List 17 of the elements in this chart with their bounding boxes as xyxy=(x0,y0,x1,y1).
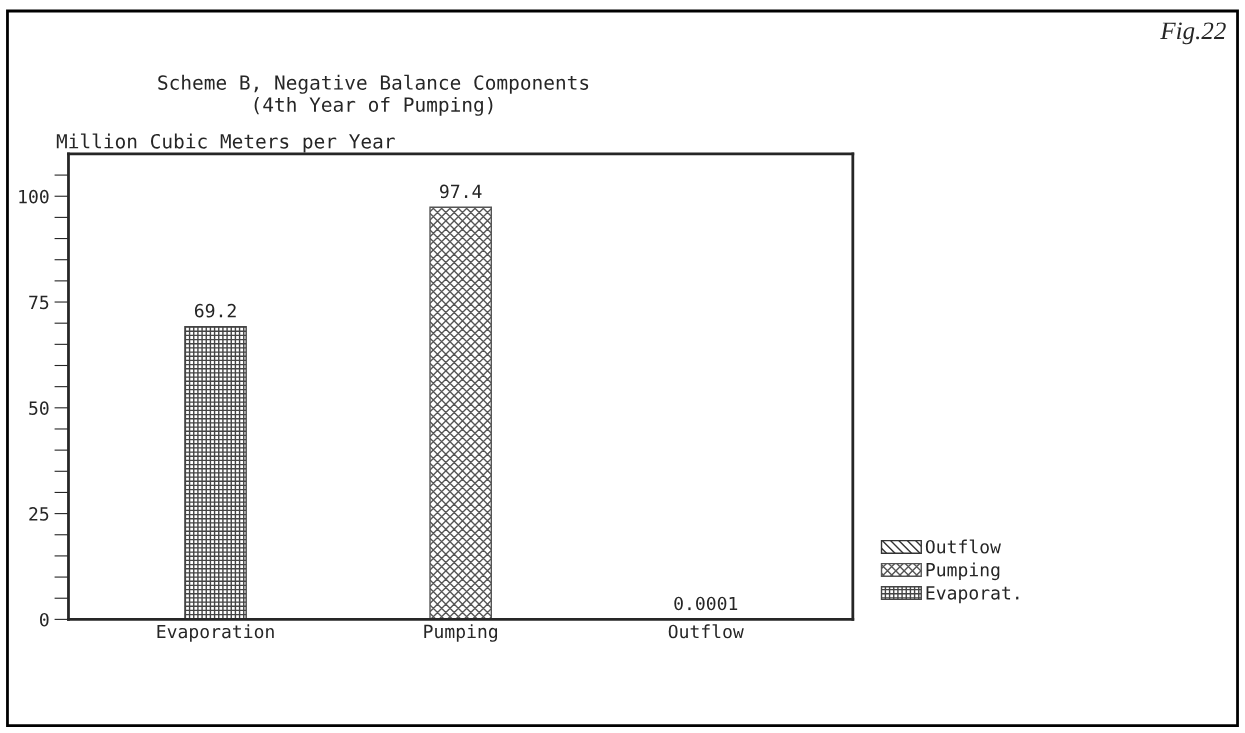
data-label: 0.0001 xyxy=(674,596,738,611)
legend-label: Evaporat. xyxy=(926,586,1019,604)
chart-title: Scheme B, Negative Balance Components (4th Year of Pumping) xyxy=(158,74,589,116)
data-label: 97.4 xyxy=(440,184,482,199)
x-tick-label: Pumping xyxy=(424,624,498,642)
y-tick-label: 100 xyxy=(19,189,49,204)
y-tick-label: 75 xyxy=(29,295,49,310)
legend-label: Pumping xyxy=(926,562,1000,581)
y-tick-label: 25 xyxy=(29,507,49,521)
caption: Fig.22 xyxy=(1160,22,1226,45)
x-tick-label: Evaporation xyxy=(157,624,274,642)
y-axis-title: Million Cubic Meters per Year xyxy=(56,133,395,153)
x-tick-label: Outflow xyxy=(668,624,744,639)
data-label: 69.2 xyxy=(194,303,236,318)
legend-label: Outflow xyxy=(925,539,1001,554)
y-tick-label: 0 xyxy=(40,612,49,627)
y-tick-label: 50 xyxy=(29,401,49,415)
